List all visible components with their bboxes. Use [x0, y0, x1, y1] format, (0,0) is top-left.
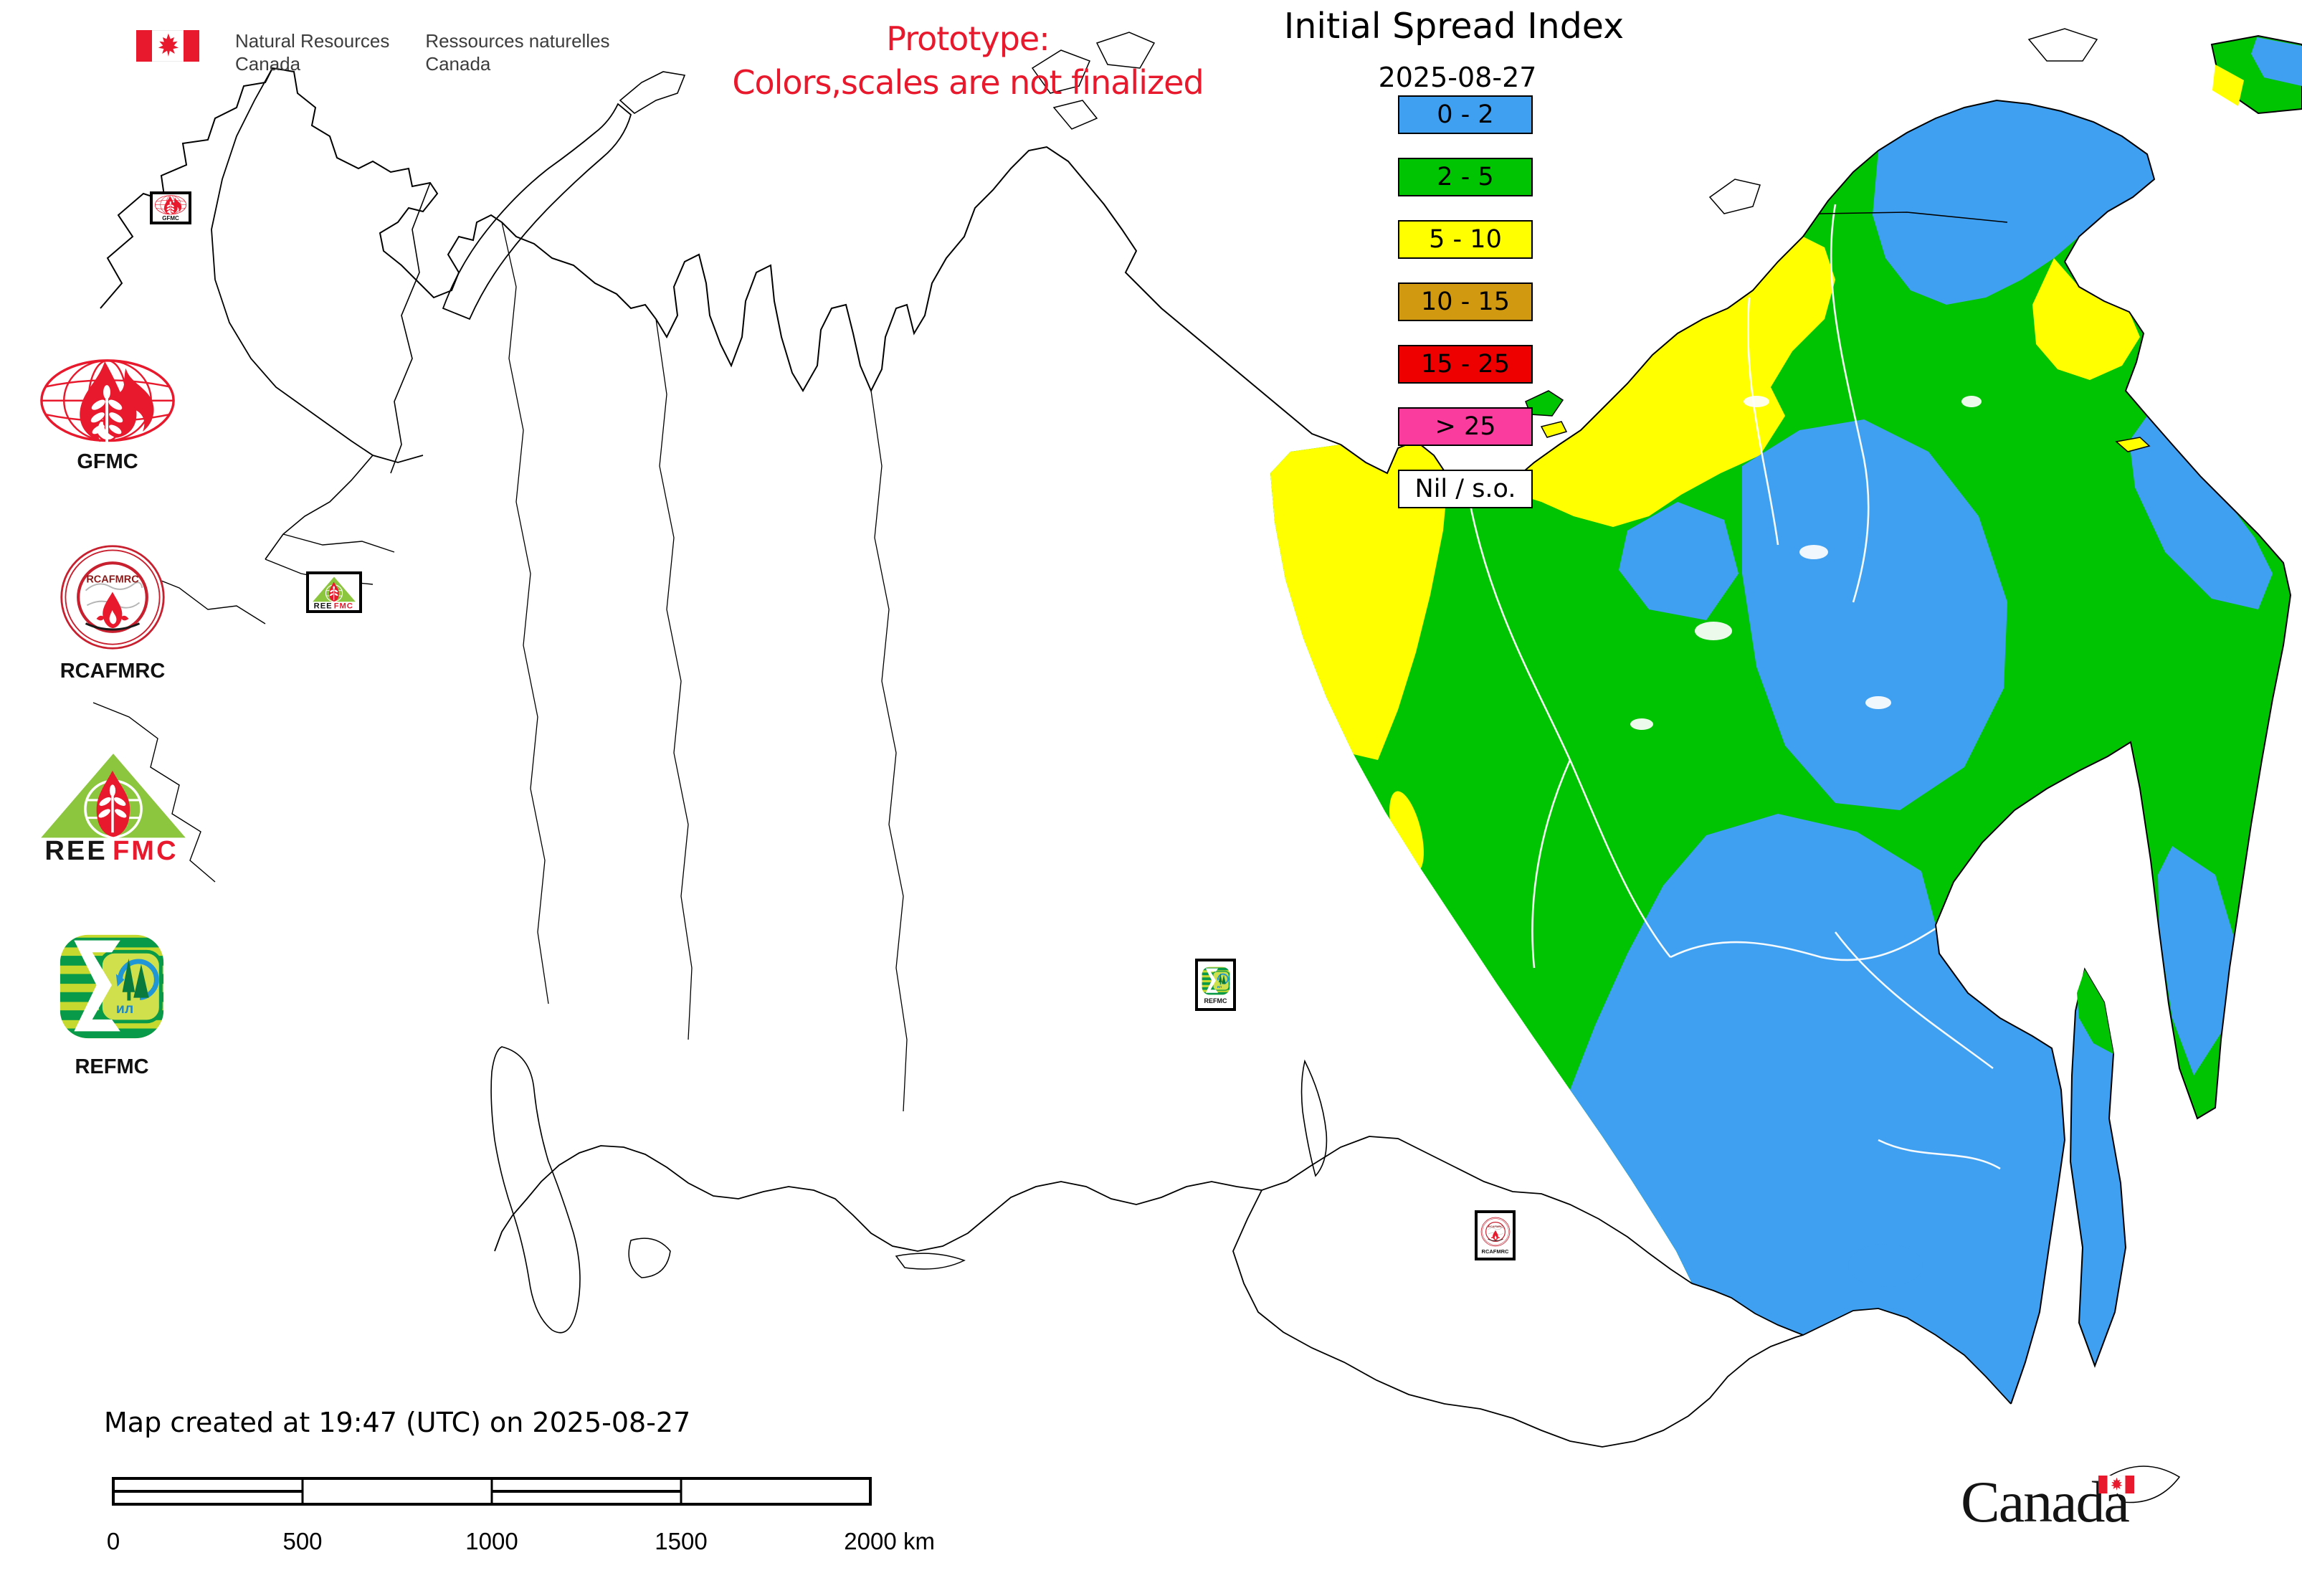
- gfmc-marker-icon: [154, 195, 187, 216]
- legend-row-0-2: 0 - 2: [1398, 95, 1533, 134]
- scale-tick-2000: 2000: [844, 1528, 896, 1554]
- refmc-logo: REFMC: [56, 931, 168, 1079]
- scale-tick-500: 500: [282, 1528, 322, 1554]
- nrcan-name-fr: Ressources naturelles Canada: [425, 30, 610, 75]
- gfmc-logo-icon: [39, 358, 176, 444]
- nrcan-name-en: Natural Resources Canada: [235, 30, 390, 75]
- prototype-warning: Prototype: Colors,scales are not finaliz…: [631, 17, 1305, 104]
- canada-wordmark-flag-icon: [2098, 1476, 2134, 1493]
- canada-flag-icon: [136, 30, 199, 62]
- rcafmrc-logo-icon: [59, 543, 166, 651]
- small-islands: [1525, 390, 2151, 452]
- gfmc-marker-label: GFMC: [162, 214, 179, 222]
- wrangel-island: [2027, 28, 2098, 62]
- map-date: 2025-08-27: [1378, 62, 1537, 93]
- legend-row-gt-25: > 25: [1398, 407, 1533, 446]
- isi-data-region: [1270, 34, 2302, 1404]
- novaya-zemlya: [442, 103, 632, 320]
- scale-unit: km: [903, 1528, 935, 1554]
- legend-row-2-5: 2 - 5: [1398, 158, 1533, 196]
- reefmc-marker-icon: [312, 576, 356, 609]
- legend-row-15-25: 15 - 25: [1398, 345, 1533, 384]
- map-marker-gfmc: GFMC: [150, 191, 191, 224]
- refmc-logo-icon: [56, 931, 168, 1042]
- sakhalin-island: [2069, 967, 2127, 1368]
- corner-landmass: [2210, 34, 2302, 115]
- gfmc-logo: GFMC: [37, 356, 178, 474]
- scale-tick-1000: 1000: [465, 1528, 518, 1554]
- map-marker-reefmc: [306, 571, 362, 613]
- south-border: [494, 1136, 2012, 1405]
- reefmc-logo: [36, 750, 191, 868]
- mongolia-border: [1232, 1189, 1804, 1448]
- legend-row-5-10: 5 - 10: [1398, 220, 1533, 259]
- scale-tick-0: 0: [108, 1528, 120, 1554]
- map-marker-rcafmrc: RCAFMRC: [1475, 1210, 1516, 1260]
- reefmc-logo-icon: [39, 752, 187, 868]
- map-marker-refmc: REFMC: [1195, 959, 1236, 1011]
- rcafmrc-marker-label: RCAFMRC: [1481, 1248, 1509, 1255]
- scale-bar: 0 500 1000 1500 2000 km: [108, 1477, 935, 1554]
- rcafmrc-logo: RCAFMRC: [59, 543, 166, 683]
- gfmc-caption: GFMC: [77, 450, 138, 474]
- refmc-marker-icon: [1201, 966, 1231, 996]
- map-coastline: [92, 28, 2292, 1504]
- legend-row-10-15: 10 - 15: [1398, 282, 1533, 321]
- lake-baikal: [1300, 1059, 1328, 1177]
- nrcan-signature: Natural Resources Canada Ressources natu…: [136, 30, 610, 75]
- lake-patch: [1848, 1244, 1923, 1287]
- refmc-caption: REFMC: [75, 1055, 149, 1078]
- canada-wordmark: Canada: [1961, 1468, 2129, 1536]
- refmc-marker-label: REFMC: [1204, 997, 1227, 1004]
- legend-row-nil: Nil / s.o.: [1398, 470, 1533, 508]
- prototype-line1: Prototype:: [886, 19, 1050, 58]
- map-created-text: Map created at 19:47 (UTC) on 2025-08-27: [104, 1407, 691, 1438]
- rcafmrc-caption: RCAFMRC: [60, 660, 166, 683]
- prototype-line2: Colors,scales are not finalized: [732, 62, 1204, 102]
- caspian-sea: [490, 1046, 581, 1334]
- rcafmrc-marker-icon: [1480, 1216, 1511, 1247]
- scale-tick-1500: 1500: [655, 1528, 707, 1554]
- isi-legend: 0 - 2 2 - 5 5 - 10 10 - 15 15 - 25 > 25 …: [1398, 95, 1533, 508]
- page-title: Initial Spread Index: [1283, 6, 1625, 47]
